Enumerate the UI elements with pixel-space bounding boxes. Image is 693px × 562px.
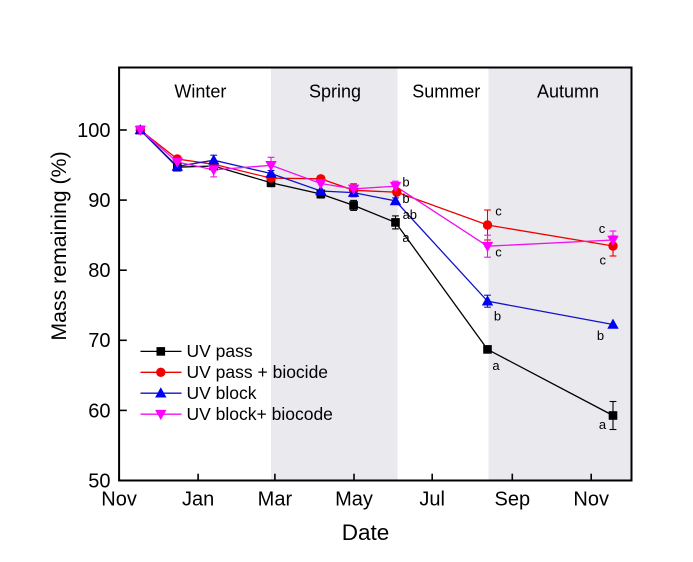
svg-text:c: c	[599, 221, 606, 236]
svg-text:a: a	[599, 417, 607, 432]
svg-text:Mass remaining (%): Mass remaining (%)	[47, 151, 71, 340]
svg-text:c: c	[600, 253, 607, 268]
svg-text:Jul: Jul	[419, 489, 445, 511]
svg-text:Nov: Nov	[101, 489, 137, 511]
svg-text:Summer: Summer	[412, 82, 480, 102]
svg-text:Jan: Jan	[182, 489, 214, 511]
svg-text:b: b	[494, 309, 501, 324]
svg-text:90: 90	[88, 190, 110, 212]
svg-text:UV block+ biocode: UV block+ biocode	[187, 404, 333, 424]
svg-text:ab: ab	[403, 207, 417, 222]
svg-text:Winter: Winter	[174, 82, 226, 102]
svg-text:c: c	[495, 204, 502, 219]
svg-text:b: b	[597, 328, 604, 343]
svg-text:100: 100	[77, 120, 110, 142]
svg-text:a: a	[402, 230, 410, 245]
svg-text:a: a	[492, 358, 500, 373]
svg-text:UV pass + biocide: UV pass + biocide	[187, 362, 329, 382]
svg-text:b: b	[402, 175, 409, 190]
svg-text:UV block: UV block	[187, 383, 257, 403]
svg-text:70: 70	[88, 330, 110, 352]
svg-text:50: 50	[88, 470, 110, 492]
svg-text:b: b	[402, 191, 409, 206]
svg-text:Spring: Spring	[309, 82, 361, 102]
svg-text:80: 80	[88, 260, 110, 282]
svg-text:c: c	[495, 245, 502, 260]
svg-text:May: May	[335, 489, 373, 511]
svg-text:Date: Date	[342, 520, 390, 545]
svg-text:60: 60	[88, 400, 110, 422]
svg-text:Autumn: Autumn	[537, 82, 599, 102]
svg-text:Mar: Mar	[258, 489, 293, 511]
svg-text:Nov: Nov	[573, 489, 609, 511]
svg-text:UV pass: UV pass	[187, 341, 253, 361]
svg-text:Sep: Sep	[495, 489, 531, 511]
